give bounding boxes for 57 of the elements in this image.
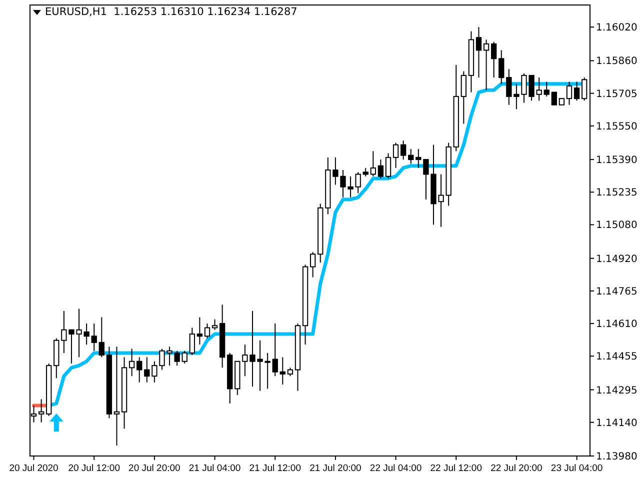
x-tick-label: 21 Jul 04:00 [188, 463, 241, 474]
y-tick-label: 1.14610 [596, 319, 638, 330]
candlestick [189, 327, 195, 356]
x-tick-label: 21 Jul 12:00 [249, 463, 301, 474]
x-tick-label: 22 Jul 12:00 [430, 463, 482, 474]
x-tick-label: 22 Jul 20:00 [490, 463, 542, 474]
candlestick [400, 140, 406, 160]
candlestick [128, 348, 135, 377]
y-tick-label: 1.14765 [596, 286, 638, 298]
candlestick [310, 252, 316, 278]
x-tick-label: 20 Jul 12:00 [68, 463, 120, 474]
candlestick [408, 148, 414, 164]
x-tick-label: 22 Jul 04:00 [370, 463, 422, 474]
candlestick [551, 92, 558, 106]
x-tick-label: 23 Jul 04:00 [550, 463, 603, 474]
y-tick-label: 1.15080 [596, 220, 638, 232]
candlestick [498, 50, 504, 84]
candlestick [460, 70, 467, 124]
x-tick-label: 20 Jul 20:00 [128, 463, 180, 474]
x-tick-label: 20 Jul 2020 [9, 463, 58, 474]
candlestick [544, 81, 550, 97]
x-tick-label: 21 Jul 20:00 [310, 463, 362, 474]
candlestick [38, 398, 44, 423]
candlestick [476, 26, 482, 78]
candlestick [392, 142, 399, 168]
candlestick [280, 356, 286, 386]
candlestick [144, 356, 150, 383]
candlestick [370, 150, 376, 177]
y-tick-label: 1.16020 [596, 22, 638, 34]
candlestick [91, 323, 97, 352]
y-tick-label: 1.13980 [596, 452, 638, 462]
candlestick [114, 346, 120, 446]
candlestick [182, 350, 188, 364]
y-tick-label: 1.14295 [596, 385, 638, 396]
y-tick-label: 1.14455 [596, 352, 638, 363]
y-tick-label: 1.14140 [596, 418, 638, 429]
candlestick [378, 159, 384, 179]
candlestick [491, 41, 497, 78]
candlestick [196, 316, 203, 346]
y-tick-label: 1.15235 [596, 188, 638, 199]
candlestick [98, 316, 104, 358]
candlestick [582, 77, 588, 102]
y-tick-label: 1.14920 [596, 254, 638, 265]
candlestick [212, 318, 218, 330]
y-tick-label: 1.15860 [596, 56, 638, 68]
candlestick [483, 39, 490, 91]
candlestick [385, 152, 392, 179]
y-tick-label: 1.15390 [596, 155, 638, 166]
candlestick [574, 81, 580, 102]
y-tick-label: 1.15550 [596, 121, 638, 132]
candlestick [136, 356, 142, 383]
candlestick [566, 81, 572, 106]
y-tick-label: 1.15705 [596, 88, 638, 100]
candlestick [272, 323, 278, 377]
candlestick [204, 323, 210, 339]
chart-title: EURUSD,H1 1.16253 1.16310 1.16234 1.16287 [45, 6, 298, 18]
candlestick [536, 77, 542, 102]
